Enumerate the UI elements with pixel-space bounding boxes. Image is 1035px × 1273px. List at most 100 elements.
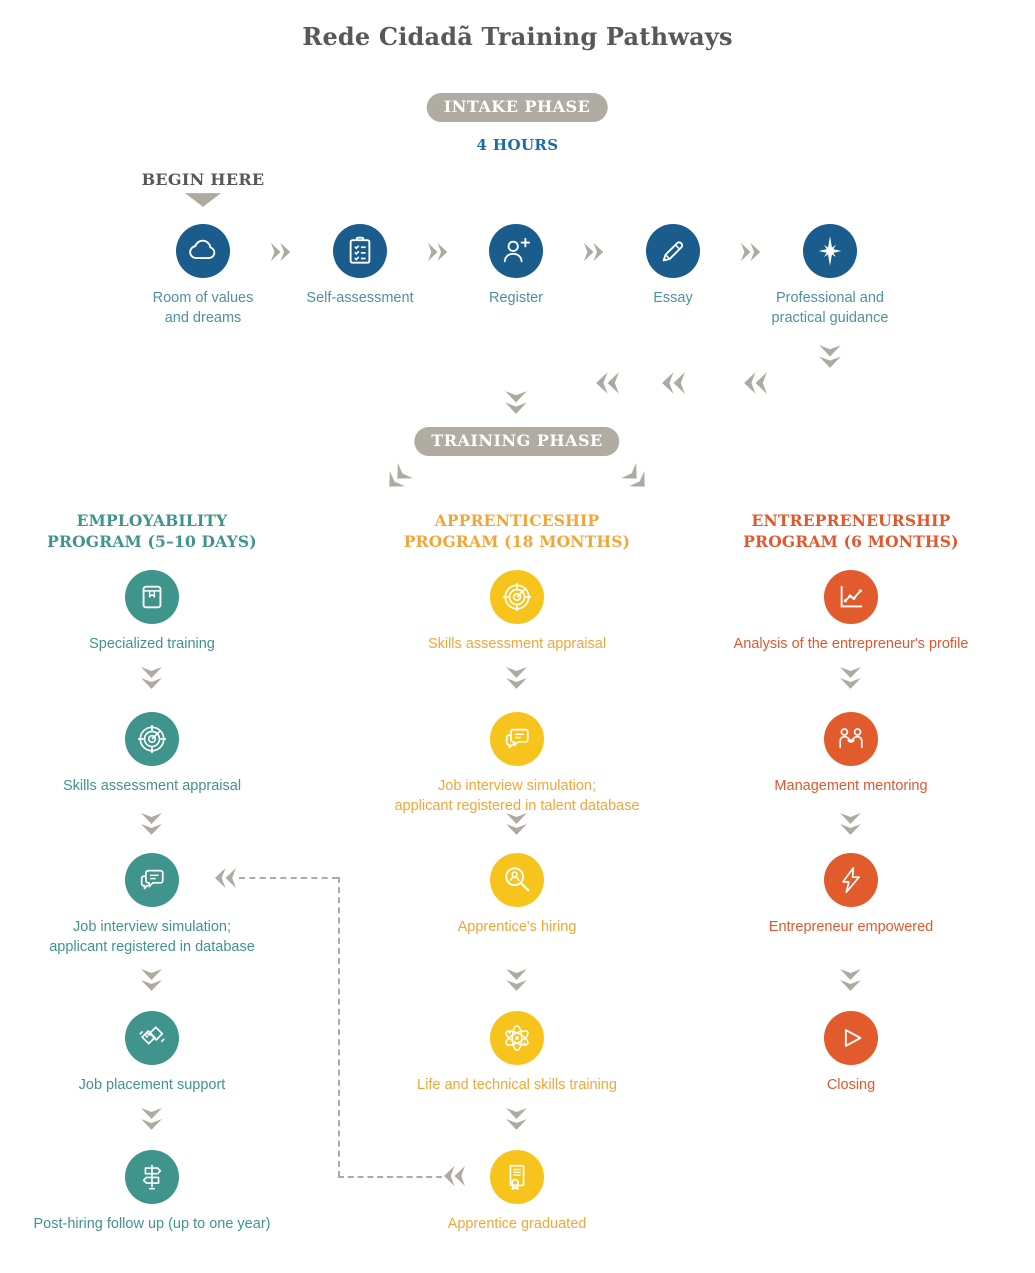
- employability-step-job-interview: Job interview simulation; applicant regis…: [2, 853, 302, 957]
- intake-step-self-assessment: Self-assessment: [275, 224, 445, 309]
- entrepreneurship-step-closing: Closing: [701, 1011, 1001, 1096]
- chevron-down-left-icon: [384, 466, 410, 492]
- target-icon: [125, 712, 179, 766]
- search-person-icon: [490, 853, 544, 907]
- chevron-left-icon: [660, 370, 686, 396]
- step-label: Post-hiring follow up (up to one year): [33, 1216, 271, 1232]
- step-label-line2: and dreams: [164, 309, 242, 326]
- dashed-connector-top: [239, 877, 338, 879]
- chat-bubbles-icon: [490, 712, 544, 766]
- pen-icon: [646, 224, 700, 278]
- atom-icon: [490, 1011, 544, 1065]
- begin-here-arrow-icon: [184, 193, 222, 208]
- chevron-right-icon: [270, 241, 292, 263]
- apprenticeship-step-skills-assessment: Skills assessment appraisal: [367, 570, 667, 655]
- entrepreneurship-step-profile-analysis: Analysis of the entrepreneur's profile: [701, 570, 1001, 655]
- entrepreneurship-program-header: ENTREPRENEURSHIP PROGRAM (6 MONTHS): [701, 510, 1001, 552]
- step-label: Job interview simulation;: [73, 919, 231, 935]
- chevron-down-icon: [504, 812, 529, 837]
- chevron-down-icon: [139, 968, 164, 993]
- certificate-icon: [490, 1150, 544, 1204]
- dashed-connector-vertical: [338, 877, 340, 1177]
- chevron-down-icon: [504, 968, 529, 993]
- header-line: PROGRAM (18 MONTHS): [403, 532, 631, 551]
- person-add-icon: [489, 224, 543, 278]
- lightning-icon: [824, 853, 878, 907]
- intake-step-room-of-values: Room of values and dreams: [118, 224, 288, 328]
- chevron-left-icon: [594, 370, 620, 396]
- chevron-down-icon: [838, 812, 863, 837]
- chat-bubbles-icon: [125, 853, 179, 907]
- entrepreneurship-step-mentoring: Management mentoring: [701, 712, 1001, 797]
- apprenticeship-step-job-interview: Job interview simulation; applicant regis…: [367, 712, 667, 816]
- step-label-line2: applicant registered in database: [49, 938, 255, 955]
- step-label: Skills assessment appraisal: [427, 636, 607, 652]
- intake-duration: 4 HOURS: [476, 136, 559, 154]
- chevron-right-icon: [740, 241, 762, 263]
- employability-step-post-hiring: Post-hiring follow up (up to one year): [2, 1150, 302, 1235]
- chevron-down-icon: [139, 812, 164, 837]
- clipboard-checklist-icon: [333, 224, 387, 278]
- intake-step-guidance: Professional and practical guidance: [745, 224, 915, 328]
- handshake-icon: [125, 1011, 179, 1065]
- mentoring-people-icon: [824, 712, 878, 766]
- step-label: Closing: [826, 1077, 876, 1093]
- step-label: Register: [489, 290, 543, 306]
- chevron-left-icon: [442, 1164, 466, 1188]
- target-icon: [490, 570, 544, 624]
- intake-step-register: Register: [431, 224, 601, 309]
- chevron-down-icon: [139, 666, 164, 691]
- apprenticeship-step-hiring: Apprentice's hiring: [367, 853, 667, 938]
- chevron-down-icon: [817, 344, 843, 370]
- step-label: Apprentice graduated: [447, 1216, 587, 1232]
- step-label: Life and technical skills training: [417, 1077, 617, 1093]
- chevron-down-right-icon: [624, 466, 650, 492]
- step-label: Essay: [653, 290, 693, 306]
- book-icon: [125, 570, 179, 624]
- step-label-line2: practical guidance: [771, 309, 889, 326]
- step-label: Specialized training: [89, 636, 215, 652]
- chevron-down-icon: [504, 1107, 529, 1132]
- chevron-right-icon: [427, 241, 449, 263]
- step-label-line2: applicant registered in talent database: [394, 797, 640, 814]
- signpost-icon: [125, 1150, 179, 1204]
- chevron-left-icon: [213, 866, 237, 890]
- header-line: PROGRAM (6 MONTHS): [743, 532, 959, 551]
- chevron-down-icon: [504, 666, 529, 691]
- training-phase-badge: TRAINING PHASE: [414, 427, 620, 456]
- employability-step-job-placement: Job placement support: [2, 1011, 302, 1096]
- header-line: PROGRAM (5–10 DAYS): [47, 532, 257, 551]
- employability-program-header: EMPLOYABILITY PROGRAM (5–10 DAYS): [2, 510, 302, 552]
- chevron-left-icon: [742, 370, 768, 396]
- intake-step-essay: Essay: [588, 224, 758, 309]
- intake-phase-badge: INTAKE PHASE: [426, 93, 608, 122]
- line-chart-icon: [824, 570, 878, 624]
- header-line: EMPLOYABILITY: [76, 511, 228, 530]
- step-label: Professional and: [775, 290, 884, 306]
- play-icon: [824, 1011, 878, 1065]
- page-title: Rede Cidadã Training Pathways: [302, 22, 733, 51]
- step-label: Entrepreneur empowered: [768, 919, 934, 935]
- compass-star-icon: [803, 224, 857, 278]
- header-line: ENTREPRENEURSHIP: [751, 511, 951, 530]
- chevron-down-icon: [139, 1107, 164, 1132]
- step-label: Room of values: [152, 290, 254, 306]
- begin-here-label: BEGIN HERE: [141, 170, 265, 189]
- step-label: Job placement support: [78, 1077, 226, 1093]
- apprenticeship-program-header: APPRENTICESHIP PROGRAM (18 MONTHS): [367, 510, 667, 552]
- chevron-down-icon: [838, 968, 863, 993]
- step-label: Self-assessment: [306, 290, 414, 306]
- step-label: Skills assessment appraisal: [62, 778, 242, 794]
- header-line: APPRENTICESHIP: [434, 511, 600, 530]
- chevron-down-icon: [838, 666, 863, 691]
- step-label: Job interview simulation;: [438, 778, 596, 794]
- step-label: Management mentoring: [774, 778, 928, 794]
- apprenticeship-step-graduated: Apprentice graduated: [367, 1150, 667, 1235]
- dashed-connector-bottom: [338, 1176, 442, 1178]
- entrepreneurship-step-empowered: Entrepreneur empowered: [701, 853, 1001, 938]
- cloud-icon: [176, 224, 230, 278]
- chevron-down-icon: [503, 390, 529, 416]
- step-label: Analysis of the entrepreneur's profile: [733, 636, 969, 652]
- step-label: Apprentice's hiring: [457, 919, 577, 935]
